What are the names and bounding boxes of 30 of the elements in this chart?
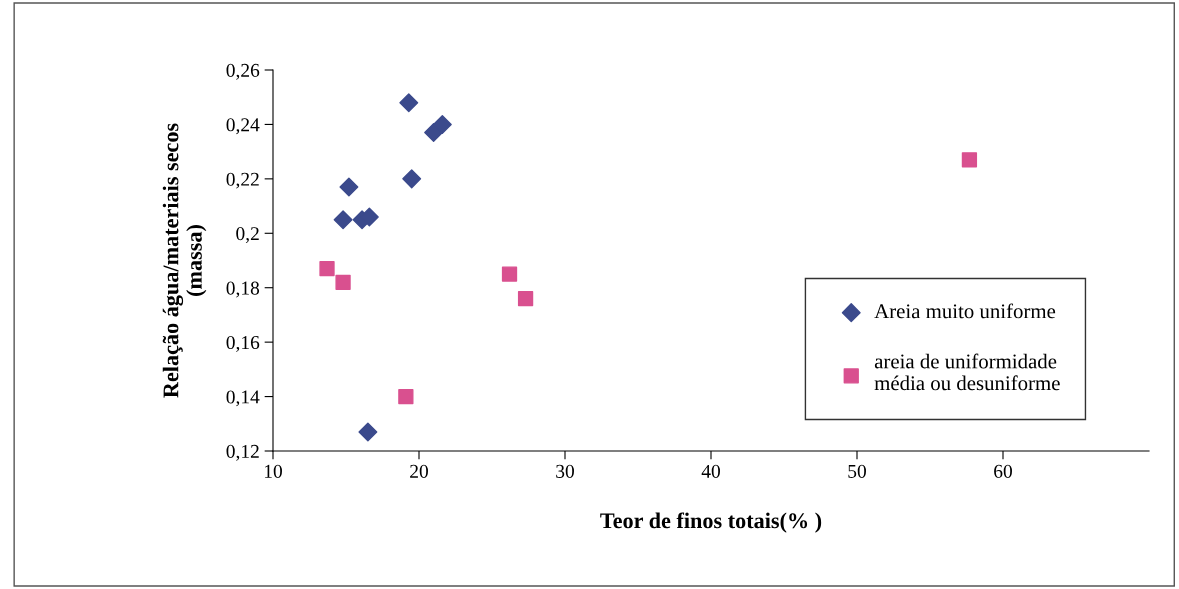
y-tick-label: 0,24 [226, 118, 260, 135]
point [358, 422, 378, 442]
point [335, 274, 351, 290]
y-tick-label: 0,14 [226, 390, 260, 407]
point [501, 266, 518, 282]
y-axis-title: Relação água/materiais secos (massa) [162, 123, 207, 398]
y-tick-label: 0,22 [226, 172, 259, 189]
point [517, 290, 534, 307]
x-tick-label: 30 [556, 464, 574, 478]
x-tick-label: 60 [994, 464, 1012, 478]
y-tick-label: 0,16 [226, 335, 260, 352]
point [432, 114, 452, 134]
point [333, 210, 353, 230]
point [339, 177, 359, 197]
point [398, 388, 414, 405]
y-tick-label: 0,18 [226, 281, 260, 298]
point [399, 93, 419, 113]
y-tick-label: 0,26 [226, 63, 260, 80]
x-tick-label: 10 [264, 464, 282, 478]
x-tick-label: 20 [410, 464, 428, 478]
x-tick-label: 50 [848, 464, 866, 478]
y-tick-label: 0,12 [226, 444, 259, 461]
x-tick-label: 40 [701, 464, 720, 478]
x-axis-title: Teor de finos totais(% ) [600, 512, 822, 533]
legend-label: areia de uniformidade média ou desuniforme [874, 353, 1060, 391]
point [402, 169, 422, 189]
legend-label: Areia muito uniforme [874, 303, 1056, 319]
point [319, 261, 335, 277]
point [961, 152, 978, 168]
y-tick-label: 0,2 [236, 227, 259, 244]
